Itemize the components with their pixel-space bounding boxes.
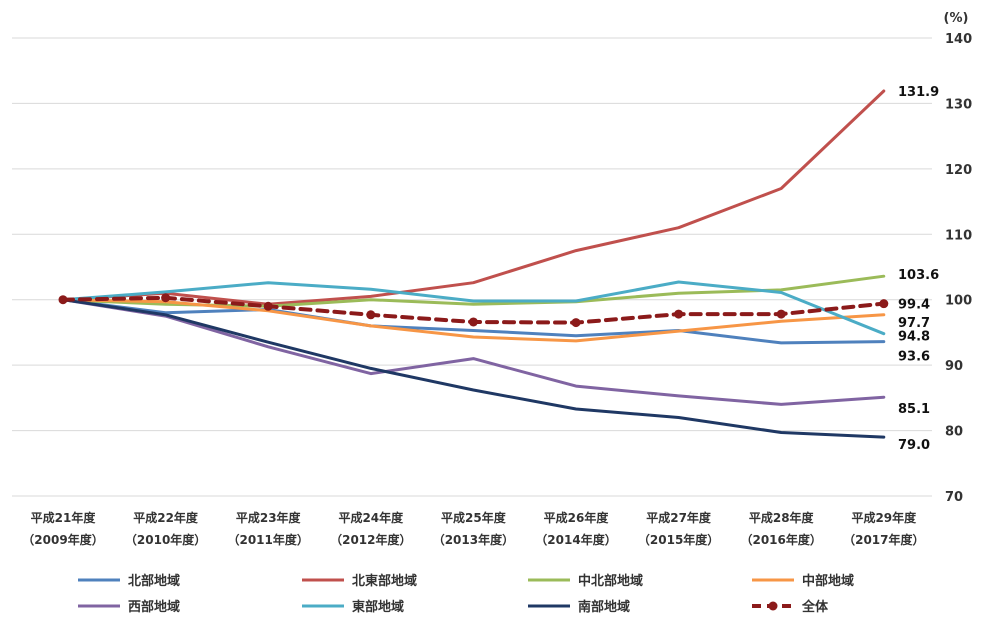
x-tick-sublabel-8: （2017年度） (843, 532, 924, 547)
series-7-point-3 (366, 310, 376, 320)
end-value-labels: 93.6 131.9 103.6 97.7 85.1 94.8 79.0 99.4 (898, 85, 939, 453)
end-label-0: 93.6 (898, 350, 930, 365)
x-tick-label-7: 平成28年度 (749, 510, 815, 525)
end-label-6: 79.0 (898, 438, 930, 453)
series-line-0 (61, 298, 886, 345)
gridlines (12, 37, 932, 497)
legend-label-0: 北部地域 (128, 573, 180, 589)
y-tick-label-80: 80 (945, 425, 963, 440)
series-line-3 (61, 298, 886, 343)
series-7-point-8 (879, 299, 889, 309)
end-label-3: 97.7 (898, 316, 930, 331)
series-7-point-2 (263, 301, 273, 311)
y-tick-label-130: 130 (945, 97, 972, 112)
series-lines (61, 89, 886, 439)
series-line-4 (61, 298, 886, 406)
y-tick-label-120: 120 (945, 163, 972, 178)
x-tick-sublabel-6: （2015年度） (638, 532, 719, 547)
x-tick-sublabel-1: （2010年度） (125, 532, 206, 547)
series-7-point-6 (674, 309, 684, 319)
x-tick-label-2: 平成23年度 (236, 510, 302, 525)
y-tick-label-140: 140 (945, 32, 972, 47)
x-axis-ticks: 平成21年度 （2009年度） 平成22年度 （2010年度） 平成23年度 （2011年… (22, 510, 924, 547)
x-tick-sublabel-5: （2014年度） (535, 532, 616, 547)
series-line-1 (61, 89, 886, 306)
x-tick-sublabel-2: （2011年度） (227, 532, 308, 547)
y-tick-label-100: 100 (945, 294, 972, 309)
end-label-5: 94.8 (898, 330, 930, 345)
end-label-1: 131.9 (898, 85, 939, 100)
x-tick-label-6: 平成27年度 (646, 510, 712, 525)
x-tick-sublabel-3: （2012年度） (330, 532, 411, 547)
series-7-point-7 (776, 309, 786, 319)
series-markers (58, 293, 889, 328)
legend-label-1: 北東部地域 (352, 573, 417, 589)
legend-label-7: 全体 (801, 599, 829, 615)
series-line-5 (61, 280, 886, 336)
x-tick-label-4: 平成25年度 (441, 510, 507, 525)
series-7-point-4 (468, 317, 478, 327)
y-tick-label-110: 110 (945, 228, 972, 243)
legend-label-6: 南部地域 (578, 599, 630, 615)
end-label-2: 103.6 (898, 268, 939, 283)
y-tick-label-90: 90 (945, 359, 963, 374)
series-7-point-1 (161, 293, 171, 303)
x-tick-sublabel-7: （2016年度） (740, 532, 821, 547)
legend-marker-7 (768, 601, 778, 611)
legend-label-4: 西部地域 (128, 599, 180, 615)
legend-label-2: 中北部地域 (578, 573, 643, 589)
end-label-4: 85.1 (898, 402, 930, 417)
series-7-point-0 (58, 295, 68, 305)
x-tick-label-0: 平成21年度 (31, 510, 97, 525)
legend-label-5: 東部地域 (352, 599, 404, 615)
legend-label-3: 中部地域 (802, 573, 854, 589)
x-tick-label-1: 平成22年度 (133, 510, 199, 525)
y-axis-ticks: 70 80 90 100 110 120 130 140 (945, 32, 972, 505)
x-tick-label-8: 平成29年度 (851, 510, 917, 525)
y-axis-unit-label: (%) (944, 11, 969, 26)
series-line-6 (61, 298, 886, 439)
series-7-point-5 (571, 318, 581, 328)
x-tick-sublabel-0: （2009年度） (22, 532, 103, 547)
x-tick-label-3: 平成24年度 (338, 510, 404, 525)
x-tick-sublabel-4: （2013年度） (433, 532, 514, 547)
x-tick-label-5: 平成26年度 (544, 510, 610, 525)
y-tick-label-70: 70 (945, 490, 963, 505)
end-label-7: 99.4 (898, 298, 930, 313)
